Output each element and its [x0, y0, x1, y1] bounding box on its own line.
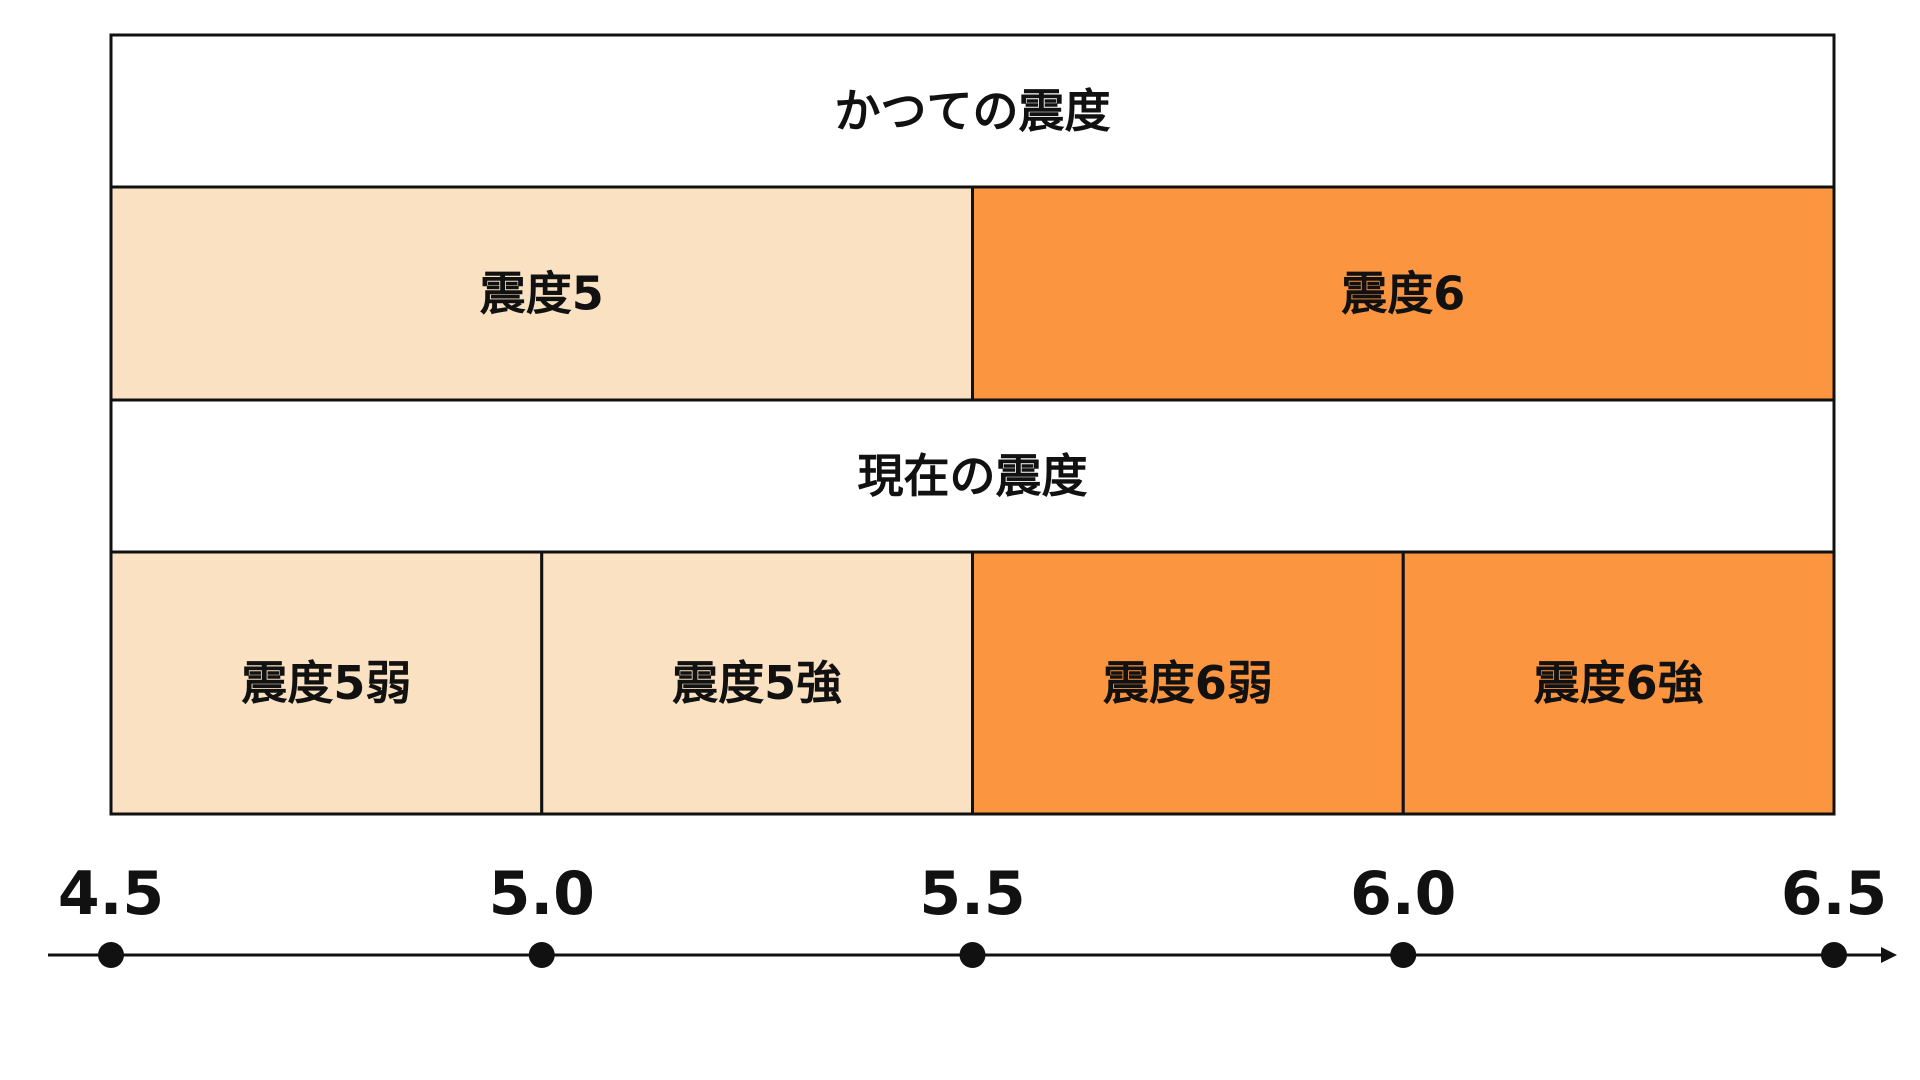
former-header-label: かつての震度	[835, 84, 1111, 138]
axis-tick-label: 6.5	[1781, 859, 1887, 929]
axis-tick-dot	[1390, 942, 1417, 968]
current-header-label: 現在の震度	[858, 449, 1088, 503]
axis-tick-label: 5.0	[489, 859, 595, 929]
axis-tick-label: 5.5	[919, 859, 1025, 929]
axis-tick-dot	[98, 942, 124, 968]
current-band: 震度6強	[1401, 550, 1836, 816]
former-header-row: かつての震度	[109, 33, 1836, 189]
former-bands-row: 震度5 震度6	[109, 185, 1836, 402]
former-band: 震度5	[109, 185, 974, 402]
former-band-label: 震度5	[480, 267, 604, 321]
current-band-label: 震度6強	[1534, 656, 1704, 710]
current-band: 震度5強	[540, 550, 974, 816]
axis-arrowhead-icon	[1881, 947, 1897, 963]
current-band-label: 震度5弱	[241, 656, 411, 710]
current-header-row: 現在の震度	[109, 398, 1836, 554]
current-band-label: 震度6弱	[1103, 656, 1273, 710]
current-band-cell	[540, 550, 974, 816]
axis-tick-dot	[528, 942, 555, 968]
current-band-label: 震度5強	[672, 656, 842, 710]
current-band-cell	[1401, 550, 1836, 816]
axis-tick-label: 6.0	[1350, 859, 1456, 929]
axis-tick-label: 4.5	[58, 859, 164, 929]
former-band-label: 震度6	[1341, 267, 1465, 321]
former-header-cell	[109, 33, 1836, 189]
current-header-cell	[109, 398, 1836, 554]
current-band: 震度6弱	[971, 550, 1405, 816]
magnitude-axis: 4.5 5.0 5.5 6.0 6.5	[48, 859, 1897, 968]
current-band-cell	[971, 550, 1405, 816]
current-bands-row: 震度5弱 震度5強 震度6弱 震度6強	[109, 550, 1836, 816]
axis-tick-dot	[959, 942, 986, 968]
current-band-cell	[109, 550, 544, 816]
former-band: 震度6	[971, 185, 1836, 402]
former-band-cell	[109, 185, 974, 402]
former-band-cell	[971, 185, 1836, 402]
axis-tick-dot	[1821, 942, 1847, 968]
current-band: 震度5弱	[109, 550, 544, 816]
